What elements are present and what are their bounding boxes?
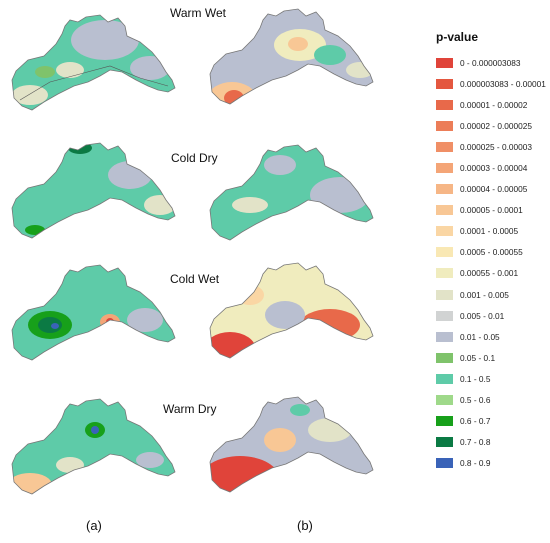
legend-label: 0.00002 - 0.000025 [460, 120, 532, 131]
legend-item: 0.8 - 0.9 [436, 453, 550, 474]
legend-label: 0.000025 - 0.00003 [460, 141, 532, 152]
legend-swatch [436, 268, 453, 279]
legend-label: 0.0005 - 0.00055 [460, 247, 523, 258]
legend-item: 0.0001 - 0.0005 [436, 221, 550, 242]
legend-title: p-value [436, 30, 479, 44]
legend-label: 0.5 - 0.6 [460, 395, 491, 406]
legend-swatch [436, 416, 453, 427]
map-cold-dry-b [209, 144, 374, 241]
legend-label: 0.8 - 0.9 [460, 458, 491, 469]
legend-item: 0.7 - 0.8 [436, 432, 550, 453]
legend-label: 0.005 - 0.01 [460, 310, 505, 321]
legend-label: 0.05 - 0.1 [460, 352, 496, 363]
row-title-warm-dry: Warm Dry [163, 402, 217, 416]
legend-label: 0.00003 - 0.00004 [460, 163, 528, 174]
legend-item: 0.00055 - 0.001 [436, 263, 550, 284]
legend-item: 0.6 - 0.7 [436, 411, 550, 432]
legend-item: 0.001 - 0.005 [436, 284, 550, 305]
row-title-cold-wet: Cold Wet [170, 272, 220, 286]
legend-label: 0.001 - 0.005 [460, 289, 509, 300]
legend-label: 0.0001 - 0.0005 [460, 226, 519, 237]
legend-item: 0.00001 - 0.00002 [436, 94, 550, 115]
legend-swatch [436, 247, 453, 258]
legend-swatch [436, 437, 453, 448]
legend-item: 0.1 - 0.5 [436, 368, 550, 389]
legend-label: 0.6 - 0.7 [460, 416, 491, 427]
map-cold-wet-a [11, 264, 176, 361]
legend-swatch [436, 163, 453, 174]
legend-item: 0.000003083 - 0.00001 [436, 73, 550, 94]
map-warm-dry-a [11, 398, 176, 495]
map-warm-wet-a [11, 14, 176, 111]
legend-swatch [436, 373, 453, 384]
column-label-b: (b) [297, 518, 313, 533]
legend-item: 0.00005 - 0.0001 [436, 200, 550, 221]
map-warm-dry-b [209, 396, 374, 493]
map-warm-wet-b [209, 8, 374, 105]
legend-item: 0.01 - 0.05 [436, 326, 550, 347]
legend-item: 0.05 - 0.1 [436, 347, 550, 368]
legend-label: 0.00001 - 0.00002 [460, 99, 528, 110]
column-label-a: (a) [86, 518, 102, 533]
legend-label: 0.00005 - 0.0001 [460, 205, 523, 216]
legend-item: 0.0005 - 0.00055 [436, 242, 550, 263]
map-panels [11, 8, 374, 495]
legend-label: 0.1 - 0.5 [460, 373, 491, 384]
legend-swatch [436, 395, 453, 406]
legend-items: 0 - 0.000003083 0.000003083 - 0.00001 0.00… [436, 52, 550, 474]
legend-swatch [436, 120, 453, 131]
legend-item: 0.5 - 0.6 [436, 390, 550, 411]
legend-swatch [436, 458, 453, 469]
legend-label: 0.7 - 0.8 [460, 437, 491, 448]
legend-swatch [436, 78, 453, 89]
legend-swatch [436, 289, 453, 300]
legend-swatch [436, 99, 453, 110]
legend-label: 0.00055 - 0.001 [460, 268, 519, 279]
row-title-cold-dry: Cold Dry [171, 151, 218, 165]
legend-swatch [436, 57, 453, 68]
row-title-warm-wet: Warm Wet [170, 6, 226, 20]
legend-swatch [436, 184, 453, 195]
legend-swatch [436, 331, 453, 342]
legend-label: 0.00004 - 0.00005 [460, 184, 528, 195]
legend-label: 0.000003083 - 0.00001 [460, 78, 546, 89]
legend-item: 0.00003 - 0.00004 [436, 157, 550, 178]
legend-label: 0.01 - 0.05 [460, 331, 500, 342]
legend-swatch [436, 141, 453, 152]
legend-swatch [436, 205, 453, 216]
map-cold-dry-a [11, 142, 176, 239]
legend-item: 0.005 - 0.01 [436, 305, 550, 326]
legend-item: 0.000025 - 0.00003 [436, 136, 550, 157]
legend-item: 0 - 0.000003083 [436, 52, 550, 73]
map-cold-wet-b [209, 262, 374, 359]
legend-swatch [436, 310, 453, 321]
legend-item: 0.00004 - 0.00005 [436, 179, 550, 200]
legend-label: 0 - 0.000003083 [460, 57, 521, 68]
legend: p-value 0 - 0.000003083 0.000003083 - 0.0… [436, 30, 550, 474]
legend-item: 0.00002 - 0.000025 [436, 115, 550, 136]
legend-swatch [436, 226, 453, 237]
legend-swatch [436, 352, 453, 363]
